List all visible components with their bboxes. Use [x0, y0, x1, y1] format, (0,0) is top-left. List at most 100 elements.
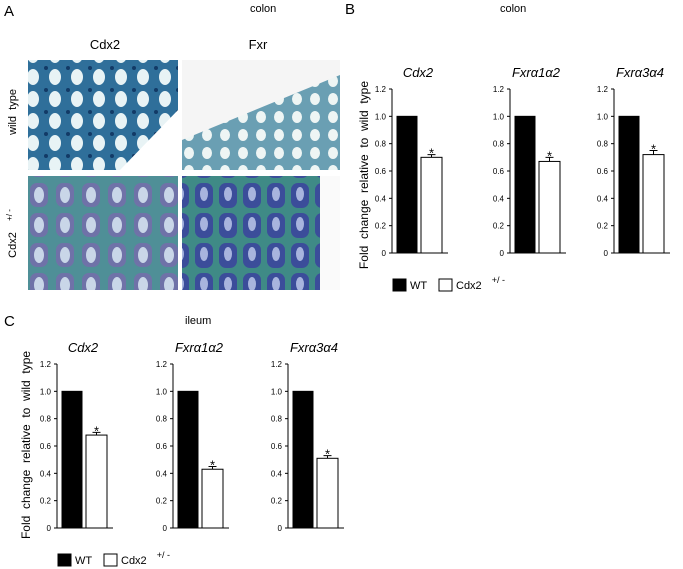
row-label: Cdx2	[7, 232, 19, 258]
y-tick-label: 0.4	[375, 194, 387, 203]
y-tick-label: 1.0	[375, 112, 387, 121]
micrograph	[28, 176, 178, 290]
y-tick-label: 0.6	[271, 442, 283, 451]
legend-swatch	[103, 553, 118, 567]
bar	[514, 115, 536, 254]
y-tick-label: 0.4	[493, 194, 505, 203]
y-tick-label: 1.2	[597, 85, 609, 94]
bar	[396, 115, 418, 254]
legend-swatch	[438, 278, 453, 292]
y-tick-label: 0	[500, 249, 505, 258]
y-tick-label: 1.2	[156, 360, 168, 369]
bar	[538, 160, 561, 254]
panel-title: colon	[250, 3, 276, 15]
y-tick-label: 0	[604, 249, 609, 258]
bar	[292, 390, 314, 529]
y-tick-label: 1.2	[493, 85, 505, 94]
micrograph	[182, 176, 340, 290]
annotation: *	[210, 458, 215, 473]
y-tick-label: 1.0	[40, 387, 52, 396]
annotation: *	[547, 148, 552, 163]
y-tick-label: 0.4	[271, 469, 283, 478]
legend-label: WT	[75, 555, 92, 567]
error-bar	[545, 156, 554, 162]
bar	[61, 390, 83, 529]
chart-title: Fxrα1α2	[512, 65, 561, 80]
chart-title: Cdx2	[68, 340, 99, 355]
y-tick-label: 0.6	[375, 167, 387, 176]
column-label: Cdx2	[90, 37, 120, 52]
y-tick-label: 0.8	[156, 415, 168, 424]
y-tick-label: 1.0	[271, 387, 283, 396]
micrograph-background	[182, 60, 340, 140]
annotation: *	[325, 447, 330, 462]
bar	[316, 457, 339, 529]
y-tick-label: 1.2	[375, 85, 387, 94]
error-bar	[92, 431, 101, 436]
annotation: *	[429, 146, 434, 161]
y-tick-label: 0.2	[156, 497, 168, 506]
y-tick-label: 1.2	[40, 360, 52, 369]
y-tick-label: 0.6	[40, 442, 52, 451]
y-tick-label: 0	[278, 524, 283, 533]
y-tick-label: 0.8	[375, 140, 387, 149]
legend-label: Cdx2	[456, 280, 482, 292]
bar	[642, 154, 665, 254]
y-tick-label: 0	[47, 524, 52, 533]
micrograph-background	[120, 110, 178, 170]
y-tick-label: 0.4	[156, 469, 168, 478]
row-label: wild type	[7, 89, 19, 136]
error-bar	[427, 154, 436, 158]
y-tick-label: 1.2	[271, 360, 283, 369]
error-bar	[649, 150, 658, 155]
annotation: *	[94, 423, 99, 438]
y-tick-label: 0	[382, 249, 387, 258]
legend-label: Cdx2	[121, 555, 147, 567]
legend-superscript: +/ -	[492, 275, 505, 285]
bar	[85, 434, 108, 529]
chart-title: Cdx2	[403, 65, 434, 80]
y-tick-label: 1.0	[493, 112, 505, 121]
y-tick-label: 0.8	[597, 140, 609, 149]
error-bar	[323, 455, 332, 459]
micrograph-background	[320, 176, 340, 290]
y-tick-label: 0.8	[493, 140, 505, 149]
y-tick-label: 0.2	[40, 497, 52, 506]
annotation: *	[651, 142, 656, 157]
y-axis-label: Fold change relative to wild type	[357, 81, 371, 269]
bar	[618, 115, 640, 254]
y-tick-label: 0.6	[156, 442, 168, 451]
chart-title: Fxrα3α4	[290, 340, 338, 355]
bar	[420, 156, 443, 254]
y-tick-label: 1.0	[156, 387, 168, 396]
legend-label: WT	[410, 280, 427, 292]
y-tick-label: 0.8	[40, 415, 52, 424]
y-tick-label: 0.8	[271, 415, 283, 424]
chart-title: Fxrα3α4	[616, 65, 664, 80]
panel-label: C	[4, 313, 15, 330]
y-tick-label: 0	[163, 524, 168, 533]
legend-swatch	[392, 278, 407, 292]
panel-title: ileum	[185, 315, 211, 327]
panel-a	[28, 60, 340, 290]
y-tick-label: 0.4	[40, 469, 52, 478]
chart-title: Fxrα1α2	[175, 340, 224, 355]
y-tick-label: 0.2	[375, 222, 387, 231]
y-tick-label: 1.0	[597, 112, 609, 121]
y-tick-label: 0.2	[493, 222, 505, 231]
y-tick-label: 0.6	[597, 167, 609, 176]
y-tick-label: 0.6	[493, 167, 505, 176]
row-superscript: +/ -	[5, 209, 14, 221]
y-tick-label: 0.2	[271, 497, 283, 506]
panel-title: colon	[500, 3, 526, 15]
bar	[201, 468, 224, 529]
y-tick-label: 0.4	[597, 194, 609, 203]
error-bar	[208, 466, 217, 470]
y-tick-label: 0.2	[597, 222, 609, 231]
panel-label: A	[4, 3, 14, 20]
panel-label: B	[345, 1, 355, 18]
legend-superscript: +/ -	[157, 550, 170, 560]
legend-swatch	[57, 553, 72, 567]
y-axis-label: Fold change relative to wild type	[19, 351, 33, 539]
